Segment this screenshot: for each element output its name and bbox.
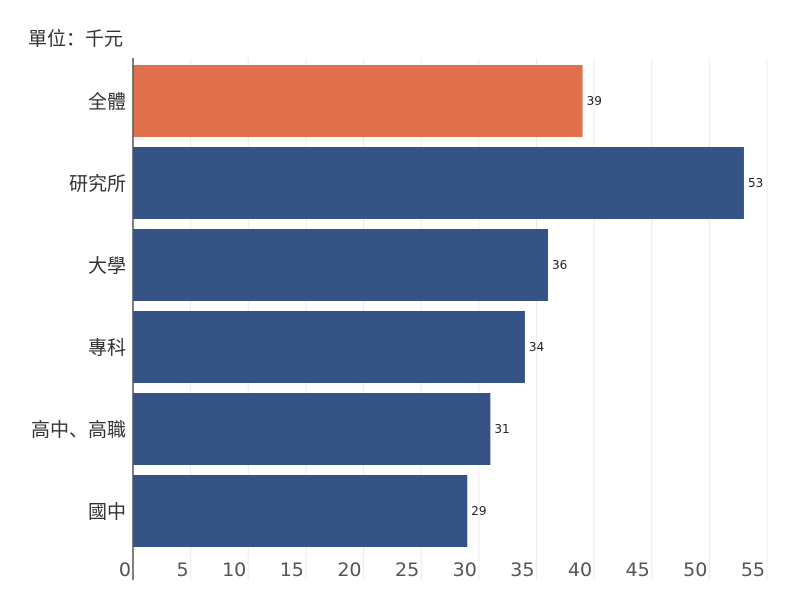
- unit-label: 單位：千元: [28, 28, 123, 50]
- data-label: 34: [529, 340, 544, 354]
- x-tick-label: 10: [222, 559, 246, 581]
- category-label: 國中: [88, 501, 126, 523]
- x-tick-label: 5: [177, 559, 189, 581]
- bar: [133, 65, 583, 137]
- category-label: 大學: [88, 255, 126, 277]
- x-tick-label: 25: [395, 559, 419, 581]
- data-label: 36: [552, 258, 567, 272]
- data-label: 29: [471, 504, 486, 518]
- bar: [133, 393, 491, 465]
- x-tick-label: 45: [626, 559, 650, 581]
- category-label: 高中、高職: [31, 419, 126, 441]
- data-label: 39: [587, 94, 602, 108]
- x-tick-label: 35: [510, 559, 534, 581]
- bar: [133, 311, 525, 383]
- data-label: 31: [494, 422, 509, 436]
- x-tick-label: 50: [683, 559, 707, 581]
- bar: [133, 229, 548, 301]
- x-tick-label: 40: [568, 559, 592, 581]
- x-tick-label: 55: [741, 559, 765, 581]
- x-tick-label: 20: [337, 559, 361, 581]
- category-label: 專科: [88, 337, 126, 359]
- data-label: 53: [748, 176, 763, 190]
- x-tick-label: 0: [119, 559, 131, 581]
- bar: [133, 475, 468, 547]
- x-tick-label: 30: [453, 559, 477, 581]
- category-label: 全體: [88, 91, 126, 113]
- bar: [133, 147, 744, 219]
- category-label: 研究所: [69, 173, 126, 195]
- x-tick-label: 15: [280, 559, 304, 581]
